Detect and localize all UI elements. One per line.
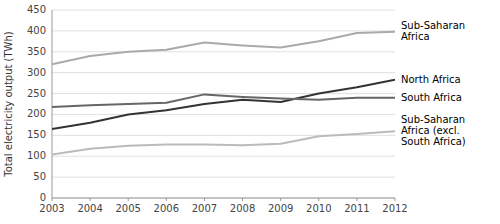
y-tick-label: 50 <box>33 171 46 182</box>
series-line <box>52 80 395 129</box>
end-labels: Sub-SaharanAfricaNorth AfricaSouth Afric… <box>401 20 466 147</box>
grid-line <box>52 177 395 178</box>
grid-line <box>52 30 395 31</box>
grid-line <box>52 72 395 73</box>
y-tick-label: 100 <box>27 150 46 161</box>
x-tick <box>90 198 91 201</box>
series-label: Sub-SaharanAfrica (excl.South Africa) <box>401 114 466 147</box>
x-tick <box>128 198 129 201</box>
x-axis-line <box>52 198 395 199</box>
x-tick-label: 2008 <box>230 203 255 214</box>
x-tick <box>204 198 205 201</box>
y-axis-label: Total electricity output (TWh) <box>3 31 14 178</box>
x-tick-label: 2005 <box>115 203 140 214</box>
x-tick-label: 2003 <box>39 203 64 214</box>
y-tick-label: 400 <box>27 25 46 36</box>
x-tick-label: 2009 <box>268 203 293 214</box>
chart-svg: 0501001502002503003504004502003200420052… <box>0 0 500 224</box>
y-tick-label: 350 <box>27 46 46 57</box>
x-tick <box>395 198 396 201</box>
x-axis: 2003 2004 2005 2006 2007 2008 2009 2010 2011 2012 <box>39 198 407 214</box>
x-tick-label: 2006 <box>154 203 179 214</box>
x-tick <box>356 198 357 201</box>
y-tick-label: 300 <box>27 67 46 78</box>
y-axis-line <box>52 10 53 198</box>
series-label-line: Africa <box>401 31 430 42</box>
x-tick <box>318 198 319 201</box>
y-tick-label: 0 <box>40 192 46 203</box>
y-tick-label: 200 <box>27 108 46 119</box>
chart-container: 0501001502002503003504004502003200420052… <box>0 0 500 224</box>
series-line <box>52 131 395 154</box>
grid-line <box>52 10 395 11</box>
grid-line <box>52 156 395 157</box>
x-tick-label: 2010 <box>306 203 331 214</box>
grid-line <box>52 198 395 199</box>
series-line <box>52 94 395 107</box>
series-label-line: Africa (excl. <box>401 125 460 136</box>
series-label-line: South Africa) <box>401 136 466 147</box>
y-tick-label: 450 <box>27 4 46 15</box>
x-tick <box>166 198 167 201</box>
grid-line <box>52 114 395 115</box>
series-label-line: North Africa <box>401 74 461 85</box>
series-line <box>52 32 395 65</box>
y-tick-label: 150 <box>27 129 46 140</box>
x-tick-label: 2007 <box>192 203 217 214</box>
series-label: South Africa <box>401 92 462 103</box>
series-label-line: South Africa <box>401 92 462 103</box>
grid-line <box>52 51 395 52</box>
grid-line <box>52 93 395 94</box>
series-label-line: Sub-Saharan <box>401 114 465 125</box>
series-label: Sub-SaharanAfrica <box>401 20 465 42</box>
x-tick-label: 2011 <box>344 203 369 214</box>
x-tick <box>242 198 243 201</box>
lines <box>52 32 395 155</box>
x-tick-label: 2004 <box>77 203 102 214</box>
y-axis: 0 50 100 150 200 250 300 350 400 450 <box>27 4 395 203</box>
series-label-line: Sub-Saharan <box>401 20 465 31</box>
y-tick-label: 250 <box>27 88 46 99</box>
x-tick-label: 2012 <box>382 203 407 214</box>
x-tick <box>52 198 53 201</box>
series-label: North Africa <box>401 74 461 85</box>
x-tick <box>280 198 281 201</box>
